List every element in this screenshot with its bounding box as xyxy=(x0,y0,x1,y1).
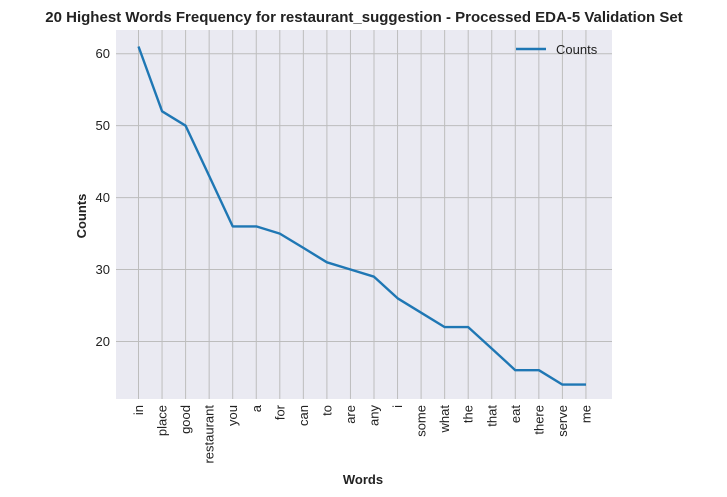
x-tick-label: restaurant xyxy=(202,405,217,464)
grid-lines xyxy=(116,30,612,399)
x-tick-label: place xyxy=(155,405,170,436)
x-tick-labels: in place good restaurant you a for can to are any i… xyxy=(131,404,593,463)
x-tick-label: are xyxy=(343,405,358,424)
x-tick-label: to xyxy=(319,405,334,416)
x-tick-label: some xyxy=(414,405,429,437)
x-tick-label: you xyxy=(225,405,240,426)
x-tick-label: can xyxy=(296,405,311,426)
chart-title: 20 Highest Words Frequency for restauran… xyxy=(45,9,682,26)
y-tick-label: 30 xyxy=(96,262,110,277)
x-tick-label: the xyxy=(461,405,476,423)
x-tick-label: eat xyxy=(508,405,523,423)
legend-label: Counts xyxy=(556,42,598,57)
series-counts-line xyxy=(137,46,586,386)
x-tick-label: good xyxy=(178,405,193,434)
x-tick-label: me xyxy=(578,405,593,423)
x-tick-label: for xyxy=(272,404,287,420)
y-tick-label: 40 xyxy=(96,190,110,205)
y-tick-labels: 20 30 40 50 60 xyxy=(96,46,110,349)
x-tick-label: i xyxy=(390,405,405,408)
x-tick-label: that xyxy=(484,405,499,427)
x-tick-label: what xyxy=(437,405,452,434)
plot-area xyxy=(116,30,612,399)
y-tick-label: 50 xyxy=(96,118,110,133)
x-tick-label: there xyxy=(531,405,546,435)
x-tick-label: in xyxy=(131,405,146,415)
y-axis-label: Counts xyxy=(74,194,89,239)
x-tick-label: a xyxy=(249,404,264,412)
y-tick-label: 20 xyxy=(96,334,110,349)
y-tick-label: 60 xyxy=(96,46,110,61)
x-tick-label: any xyxy=(367,405,382,426)
x-axis-label: Words xyxy=(343,472,383,487)
x-tick-label: serve xyxy=(555,405,570,437)
legend: Counts xyxy=(516,42,598,57)
